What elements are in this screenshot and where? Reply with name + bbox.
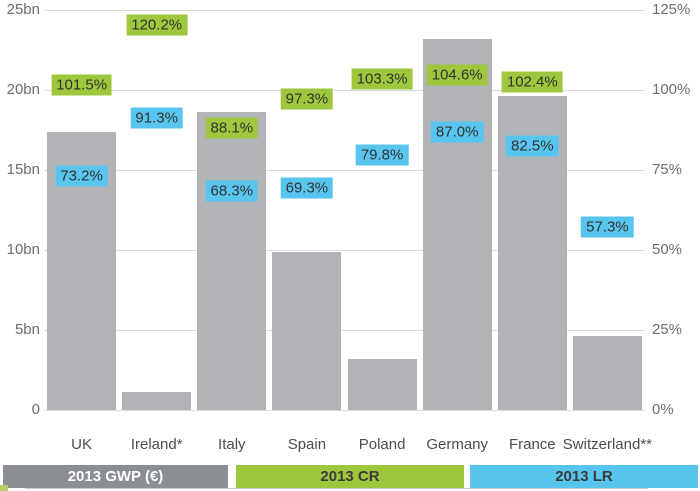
cropped-table-edge bbox=[25, 488, 648, 489]
left-axis-tick: 10bn bbox=[6, 241, 40, 258]
lr-label-ireland: 91.3% bbox=[130, 107, 183, 129]
legend-item-gwp: 2013 GWP (€) bbox=[3, 465, 228, 488]
gwp-bar-italy bbox=[197, 112, 267, 410]
category-label-ireland: Ireland* bbox=[130, 436, 183, 453]
cr-label-poland: 103.3% bbox=[351, 68, 413, 90]
gridline bbox=[44, 330, 645, 331]
gridline bbox=[44, 90, 645, 91]
lr-label-spain: 69.3% bbox=[280, 177, 334, 199]
lr-label-italy: 68.3% bbox=[205, 180, 259, 202]
cr-label-spain: 97.3% bbox=[280, 88, 334, 110]
gwp-bar-ireland bbox=[122, 392, 192, 410]
gwp-bar-germany bbox=[422, 38, 492, 410]
gridline bbox=[44, 410, 645, 411]
left-axis-tick: 15bn bbox=[6, 161, 40, 178]
right-axis-tick: 50% bbox=[652, 241, 683, 258]
legend-item-cr: 2013 CR bbox=[236, 465, 464, 488]
left-axis-tick: 20bn bbox=[6, 81, 40, 98]
cr-label-italy: 88.1% bbox=[205, 117, 259, 139]
gridline bbox=[44, 250, 645, 251]
category-label-uk: UK bbox=[71, 436, 93, 453]
right-axis-tick: 75% bbox=[652, 161, 683, 178]
category-label-germany: Germany bbox=[426, 436, 489, 453]
cr-label-uk: 101.5% bbox=[51, 74, 113, 96]
category-label-france: France bbox=[508, 436, 556, 453]
gridline bbox=[44, 10, 645, 11]
gwp-bar-spain bbox=[272, 251, 342, 410]
gridline bbox=[44, 170, 645, 171]
cr-label-france: 102.4% bbox=[501, 71, 563, 93]
left-axis-tick: 0 bbox=[31, 401, 40, 418]
cr-label-germany: 104.6% bbox=[426, 64, 488, 86]
cropped-green-fragment bbox=[0, 485, 8, 491]
left-axis-tick: 25bn bbox=[6, 1, 40, 18]
lr-label-switzerland: 57.3% bbox=[581, 216, 634, 238]
lr-label-france: 82.5% bbox=[506, 135, 559, 157]
cr-label-ireland: 120.2% bbox=[126, 14, 188, 36]
lr-label-germany: 87.0% bbox=[430, 121, 484, 143]
right-axis-tick: 0% bbox=[652, 401, 674, 418]
gwp-bar-poland bbox=[347, 358, 417, 410]
left-axis-tick: 5bn bbox=[14, 321, 40, 338]
category-label-italy: Italy bbox=[218, 436, 246, 453]
legend-item-lr: 2013 LR bbox=[470, 465, 698, 488]
lr-label-poland: 79.8% bbox=[355, 144, 409, 166]
lr-label-uk: 73.2% bbox=[55, 165, 108, 187]
right-axis-tick: 25% bbox=[652, 321, 683, 338]
right-axis-tick: 100% bbox=[652, 81, 691, 98]
right-axis-tick: 125% bbox=[652, 1, 691, 18]
category-label-switzerland: Switzerland** bbox=[562, 436, 652, 453]
category-label-poland: Poland bbox=[358, 436, 406, 453]
category-label-spain: Spain bbox=[287, 436, 327, 453]
gwp-bar-switzerland bbox=[572, 336, 642, 410]
